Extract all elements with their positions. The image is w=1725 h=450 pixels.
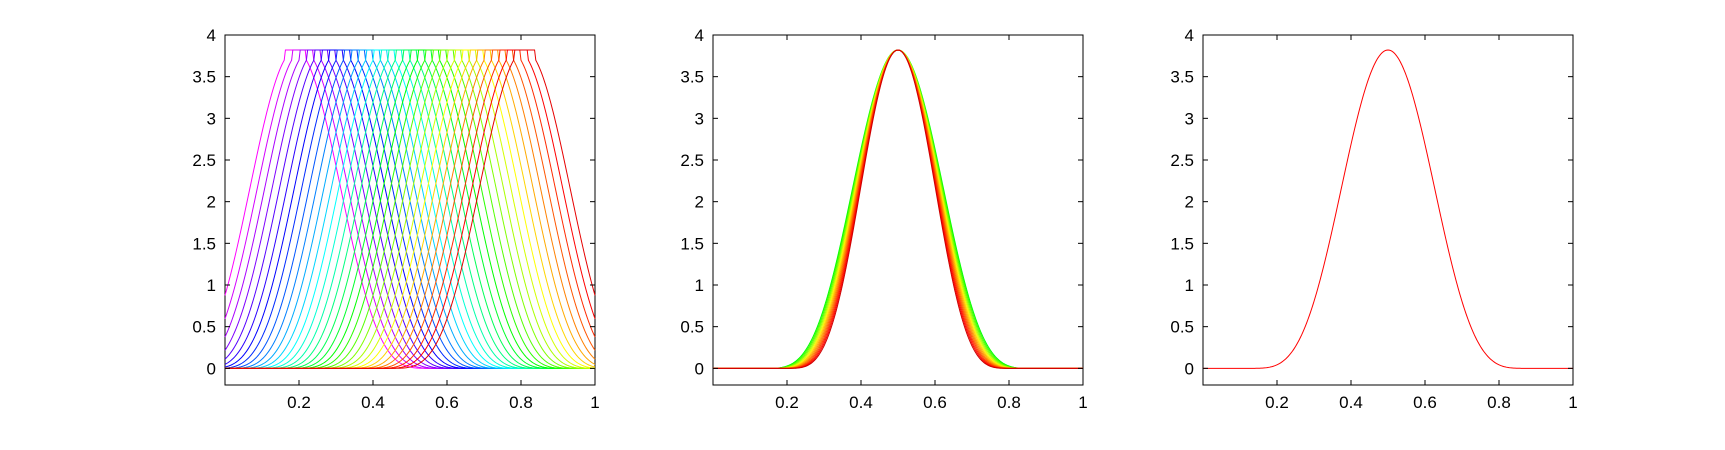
series-line-0 <box>1203 49 1573 369</box>
y-tick-label: 0.5 <box>680 318 704 337</box>
y-tick-label: 0.5 <box>192 318 216 337</box>
y-tick-label: 1 <box>1185 276 1194 295</box>
x-tick-label: 0.2 <box>287 393 311 412</box>
y-tick-label: 1.5 <box>1170 234 1194 253</box>
y-tick-label: 2.5 <box>192 151 216 170</box>
y-tick-label: 4 <box>695 26 704 45</box>
y-tick-label: 4 <box>207 26 216 45</box>
y-tick-label: 1.5 <box>680 234 704 253</box>
y-tick-label: 1 <box>695 276 704 295</box>
y-tick-label: 0 <box>695 359 704 378</box>
x-tick-label: 0.4 <box>361 393 385 412</box>
plot-area <box>1202 34 1574 386</box>
chart-panel-left: 0.2 0.4 0.6 0.8 1 0 0.5 1 1.5 2 2.5 3 3.5 4 <box>192 26 599 412</box>
x-tick-label: 0.2 <box>1265 393 1289 412</box>
y-tick-label: 0 <box>1185 359 1194 378</box>
y-tick-label: 3 <box>695 109 704 128</box>
y-tick-label: 4 <box>1185 26 1194 45</box>
y-tick-label: 0 <box>207 359 216 378</box>
y-tick-label: 2 <box>695 193 704 212</box>
chart-panel-middle: 0.2 0.4 0.6 0.8 1 0 0.5 1 1.5 2 2.5 3 3.5 4 <box>680 26 1087 412</box>
plot-area <box>712 34 1084 386</box>
y-tick-label: 2.5 <box>680 151 704 170</box>
y-tick-label: 2 <box>207 193 216 212</box>
y-tick-label: 3.5 <box>1170 68 1194 87</box>
series-line-31 <box>225 49 596 369</box>
x-tick-label: 0.6 <box>923 393 947 412</box>
y-tick-label: 2 <box>1185 193 1194 212</box>
y-tick-label: 3.5 <box>192 68 216 87</box>
x-tick-label: 0.8 <box>997 393 1021 412</box>
x-tick-label: 0.8 <box>509 393 533 412</box>
y-tick-label: 1 <box>207 276 216 295</box>
chart-panel-right: 0.2 0.4 0.6 0.8 1 0 0.5 1 1.5 2 2.5 3 3.5 4 <box>1170 26 1577 412</box>
x-tick-label: 0.6 <box>1413 393 1437 412</box>
y-tick-label: 3.5 <box>680 68 704 87</box>
series-line-13 <box>713 49 1083 369</box>
y-tick-label: 2.5 <box>1170 151 1194 170</box>
x-tick-label: 0.4 <box>1339 393 1363 412</box>
x-tick-label: 1 <box>1568 393 1577 412</box>
y-tick-label: 1.5 <box>192 234 216 253</box>
y-tick-label: 3 <box>207 109 216 128</box>
y-tick-label: 0.5 <box>1170 318 1194 337</box>
x-tick-label: 1 <box>590 393 599 412</box>
series-group <box>1203 49 1573 369</box>
y-tick-label: 3 <box>1185 109 1194 128</box>
x-tick-label: 0.2 <box>775 393 799 412</box>
series-group <box>713 49 1083 369</box>
x-tick-label: 0.4 <box>849 393 873 412</box>
x-tick-label: 1 <box>1078 393 1087 412</box>
x-tick-label: 0.8 <box>1487 393 1511 412</box>
series-group <box>224 49 596 369</box>
x-tick-label: 0.6 <box>435 393 459 412</box>
